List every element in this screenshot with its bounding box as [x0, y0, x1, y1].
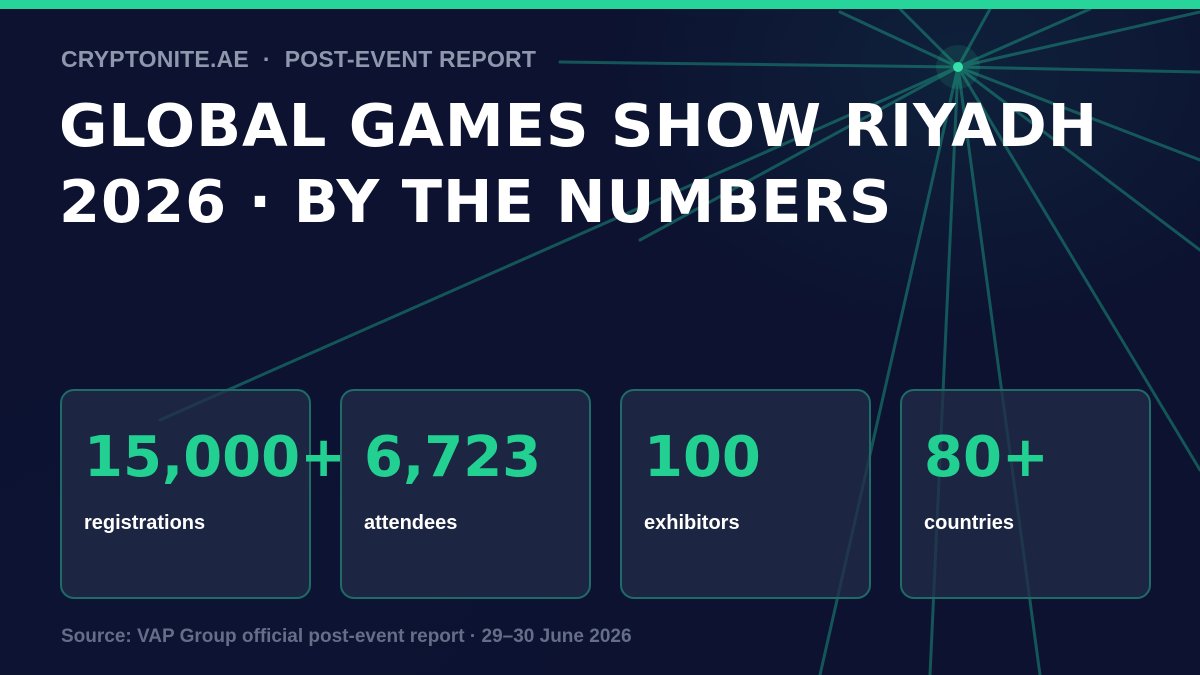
stat-value: 6,723	[364, 425, 542, 490]
stat-value: 15,000+	[84, 425, 348, 490]
kicker-line: CRYPTONITE.AE · POST-EVENT REPORT	[61, 46, 536, 73]
title-line-2: 2026 · BY THE NUMBERS	[59, 167, 893, 236]
stat-card-registrations: 15,000+ registrations	[60, 389, 347, 599]
page-title: GLOBAL GAMES SHOW RIYADH 2026 · BY THE N…	[59, 88, 1179, 240]
stats-cards: 15,000+ registrations 6,723 attendees 10…	[60, 389, 1153, 601]
source-footnote: Source: VAP Group official post-event re…	[61, 626, 632, 647]
title-line-1: GLOBAL GAMES SHOW RIYADH	[59, 91, 1099, 160]
publisher-name: CRYPTONITE.AE	[61, 46, 249, 72]
stat-label: registrations	[84, 512, 206, 534]
section-name: POST-EVENT REPORT	[284, 46, 537, 72]
stat-value: 100	[644, 425, 761, 490]
top-accent-bar	[0, 0, 1200, 9]
stat-label: countries	[924, 512, 1015, 534]
stat-value: 80+	[924, 425, 1049, 490]
stat-card-countries: 80+ countries	[900, 389, 1151, 599]
stat-card-exhibitors: 100 exhibitors	[620, 389, 871, 599]
stat-label: exhibitors	[644, 512, 740, 534]
stat-card-attendees: 6,723 attendees	[340, 389, 591, 599]
kicker-separator: ·	[262, 46, 271, 72]
stat-label: attendees	[364, 512, 458, 534]
